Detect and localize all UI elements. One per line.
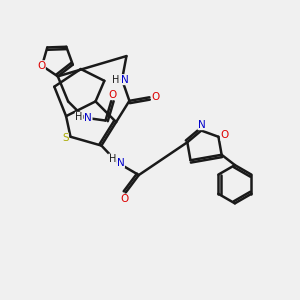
Text: N: N [198,120,206,130]
Text: O: O [152,92,160,102]
Text: N: N [84,112,92,123]
Text: N: N [121,75,129,85]
Text: O: O [37,61,45,71]
Text: H: H [109,154,116,164]
Text: N: N [117,158,124,168]
Text: O: O [221,130,229,140]
Text: O: O [120,194,128,204]
Text: H: H [112,75,120,85]
Text: S: S [62,133,68,143]
Text: H: H [75,112,83,122]
Text: O: O [109,90,117,100]
